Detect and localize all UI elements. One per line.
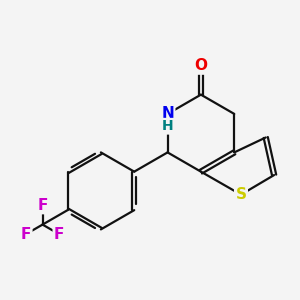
Text: F: F bbox=[54, 227, 64, 242]
Text: F: F bbox=[38, 198, 48, 213]
Text: O: O bbox=[194, 58, 207, 73]
Text: S: S bbox=[236, 187, 247, 202]
Text: H: H bbox=[162, 119, 173, 133]
Text: F: F bbox=[21, 227, 31, 242]
Text: N: N bbox=[161, 106, 174, 122]
